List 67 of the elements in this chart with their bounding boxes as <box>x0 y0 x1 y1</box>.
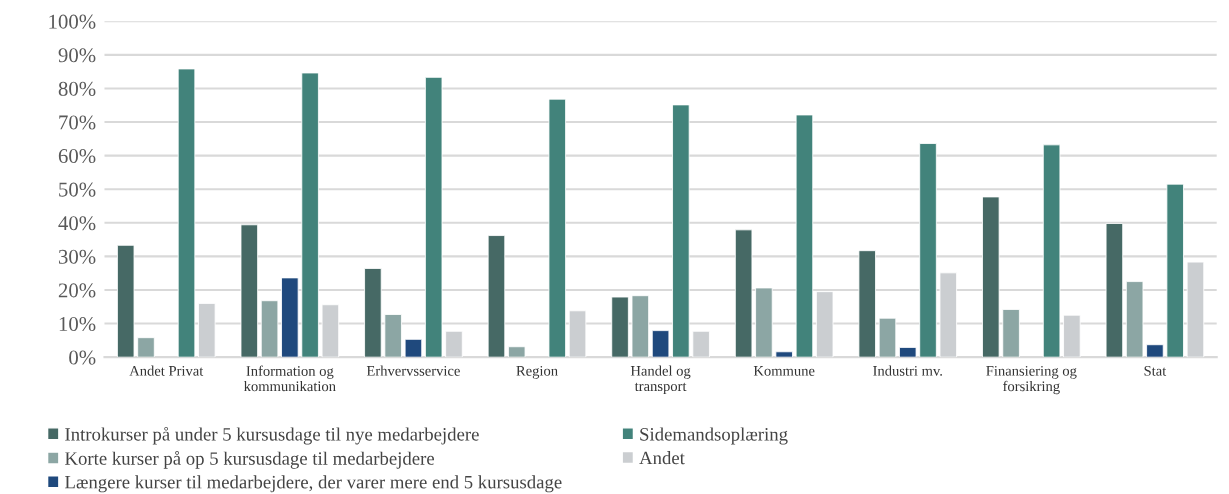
bar <box>384 314 402 358</box>
bar <box>321 304 340 358</box>
bar <box>755 287 773 358</box>
bar <box>775 351 793 358</box>
legend-label: Korte kurser på op 5 kursusdage til medarbejdere <box>65 451 435 469</box>
x-tick-label: Andet Privat <box>129 365 204 376</box>
bar <box>631 295 650 358</box>
bar <box>919 143 937 358</box>
y-tick-label: 90% <box>58 48 96 63</box>
bar <box>404 338 423 358</box>
bar <box>281 277 299 358</box>
x-tick-label: Erhvervsservice <box>366 365 460 376</box>
bar <box>240 224 259 358</box>
bar <box>1186 261 1205 358</box>
bar <box>692 330 710 358</box>
bar <box>795 114 814 358</box>
y-tick-label: 0% <box>69 350 96 365</box>
x-tick-label: Kommune <box>753 366 815 376</box>
bar <box>939 272 958 358</box>
bar <box>815 291 834 358</box>
x-tick-label: Industri mv. <box>873 365 942 376</box>
bar <box>878 317 897 358</box>
bar <box>364 268 382 358</box>
bar <box>1063 314 1081 358</box>
bar <box>672 104 690 358</box>
bar <box>424 76 443 358</box>
legend-label: Andet <box>639 451 685 465</box>
bar <box>508 346 526 358</box>
bar <box>734 229 753 358</box>
y-tick-label: 30% <box>58 249 96 264</box>
y-tick-label: 50% <box>59 182 96 197</box>
y-tick-label: 100% <box>49 14 96 29</box>
bar <box>137 337 155 358</box>
x-tick-label: Finansiering og forsikring <box>986 365 1077 395</box>
bar <box>116 244 135 358</box>
bar <box>260 300 279 358</box>
bar <box>548 98 566 358</box>
y-tick-label: 40% <box>58 216 96 231</box>
x-tick-label: Information og kommunikation <box>243 365 336 392</box>
y-tick-label: 20% <box>58 283 96 298</box>
bar <box>177 68 196 358</box>
bar <box>198 302 216 358</box>
bar <box>611 296 629 358</box>
bar <box>982 196 1000 358</box>
legend-label: Sidemandsoplæring <box>640 427 788 445</box>
x-tick-label: Region <box>516 365 558 379</box>
bar <box>487 235 506 358</box>
y-tick-label: 80% <box>58 81 96 96</box>
bar <box>1042 144 1061 358</box>
bar <box>1105 223 1124 358</box>
bar <box>1002 309 1020 358</box>
y-tick-label: 70% <box>59 115 96 130</box>
x-tick-label: Handel og transport <box>630 365 691 395</box>
y-tick-label: 10% <box>59 316 96 332</box>
bar <box>445 330 463 358</box>
bar <box>1125 281 1144 358</box>
bar <box>1166 183 1184 358</box>
bar <box>301 72 319 358</box>
x-tick-label: Stat <box>1144 365 1167 376</box>
bar <box>899 347 917 358</box>
legend-label: Længere kurser til medarbejdere, der varer mere end 5 kursusdage <box>65 475 562 493</box>
bar <box>858 250 876 358</box>
legend-label: Introkurser på under 5 kursusdage til nye medarbejdere <box>65 426 479 445</box>
y-tick-label: 60% <box>58 148 96 164</box>
bar <box>568 310 587 358</box>
bar <box>1146 344 1164 358</box>
bar <box>651 330 670 358</box>
